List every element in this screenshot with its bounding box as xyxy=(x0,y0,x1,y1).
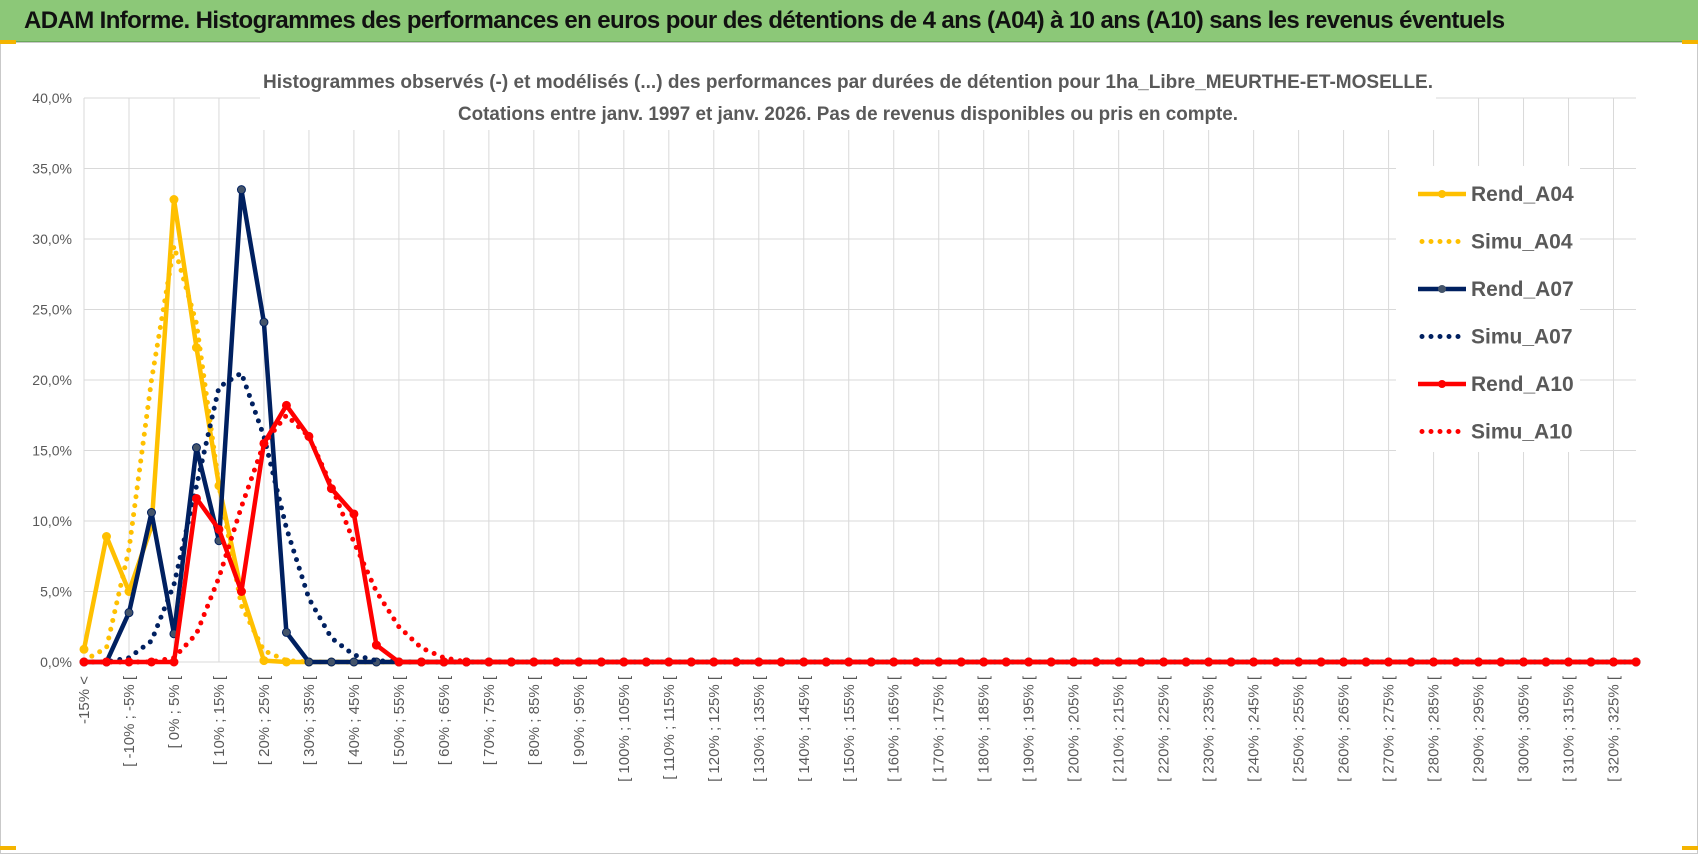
report-banner: ADAM Informe. Histogrammes des performan… xyxy=(0,0,1698,42)
corner-mark-bottom-left xyxy=(0,846,16,850)
data-point xyxy=(1631,657,1641,667)
x-tick-label: [ 220% ; 225% [ xyxy=(1156,675,1173,782)
data-point xyxy=(236,587,246,596)
y-tick-label: 35,0% xyxy=(32,161,72,177)
y-tick-label: 10,0% xyxy=(32,513,72,529)
x-tick-label: [ 120% ; 125% [ xyxy=(706,675,723,782)
legend-label: Rend_A04 xyxy=(1471,183,1574,206)
y-tick-label: 20,0% xyxy=(32,372,72,388)
x-tick-label: [ 10% ; 15% [ xyxy=(211,675,228,765)
data-point xyxy=(349,657,359,667)
x-tick-label: [ 50% ; 55% [ xyxy=(391,675,408,765)
x-tick-label: [ 90% ; 95% [ xyxy=(571,675,588,765)
x-tick-label: [ 270% ; 275% [ xyxy=(1381,675,1398,782)
data-point xyxy=(146,508,156,518)
data-point xyxy=(79,644,89,654)
data-point xyxy=(371,640,381,650)
data-point xyxy=(281,400,291,410)
x-tick-label: [ 70% ; 75% [ xyxy=(481,675,498,765)
x-tick-label: [ 40% ; 45% [ xyxy=(346,675,363,765)
x-tick-label: [ 300% ; 305% [ xyxy=(1516,675,1533,782)
data-point xyxy=(236,185,246,195)
x-tick-label: [ 290% ; 295% [ xyxy=(1471,675,1488,782)
x-tick-label: [ 200% ; 205% [ xyxy=(1066,675,1083,782)
x-tick-label: [ 260% ; 265% [ xyxy=(1336,675,1353,782)
x-tick-label: [ 210% ; 215% [ xyxy=(1111,675,1128,782)
x-tick-label: [ 100% ; 105% [ xyxy=(616,675,633,782)
chart-title-backdrop xyxy=(260,66,1436,130)
x-tick-label: [ 140% ; 145% [ xyxy=(796,675,813,782)
x-tick-label: [ 130% ; 135% [ xyxy=(751,675,768,782)
x-tick-label: [ 250% ; 255% [ xyxy=(1291,675,1308,782)
data-point xyxy=(169,195,179,205)
chart-title-line-1: Histogrammes observés (-) et modélisés (… xyxy=(263,72,1433,93)
x-tick-label: [ 110% ; 115% [ xyxy=(661,675,678,780)
x-tick-label: [ 240% ; 245% [ xyxy=(1246,675,1263,782)
data-point xyxy=(394,657,404,667)
y-tick-label: 0,0% xyxy=(40,654,72,670)
x-tick-label: [ 320% ; 325% [ xyxy=(1606,675,1623,782)
x-tick-label: [ 160% ; 165% [ xyxy=(886,675,903,782)
x-tick-label: [ 310% ; 315% [ xyxy=(1561,675,1578,782)
series-line-simu_a10 xyxy=(81,412,1639,665)
y-tick-label: 30,0% xyxy=(32,231,72,247)
legend-label: Simu_A10 xyxy=(1471,421,1573,444)
data-point xyxy=(304,657,314,667)
x-tick-label: [ 80% ; 85% [ xyxy=(526,675,543,765)
x-tick-label: -15% < xyxy=(76,676,93,724)
legend-label: Rend_A07 xyxy=(1471,278,1574,301)
data-point xyxy=(349,509,359,519)
y-tick-label: 15,0% xyxy=(32,443,72,459)
data-point xyxy=(281,627,291,637)
y-tick-label: 40,0% xyxy=(32,90,72,106)
x-tick-label: [ 180% ; 185% [ xyxy=(976,675,993,782)
y-tick-label: 25,0% xyxy=(32,302,72,318)
x-tick-label: [ 150% ; 155% [ xyxy=(841,675,858,782)
data-point xyxy=(214,524,224,534)
data-point xyxy=(416,657,426,667)
x-tick-label: [ -10% ; -5% [ xyxy=(121,675,138,767)
x-tick-label: [ 230% ; 235% [ xyxy=(1201,675,1218,782)
legend-box xyxy=(1396,166,1580,452)
data-point xyxy=(191,493,201,503)
x-tick-label: [ 20% ; 25% [ xyxy=(256,675,273,765)
data-point xyxy=(259,656,269,666)
data-point xyxy=(326,657,336,667)
x-tick-label: [ 60% ; 65% [ xyxy=(436,675,453,765)
corner-mark-top-right xyxy=(1682,40,1698,44)
x-tick-label: [ 190% ; 195% [ xyxy=(1021,675,1038,782)
y-tick-label: 5,0% xyxy=(40,584,72,600)
data-point xyxy=(259,317,269,327)
legend-marker xyxy=(1438,190,1446,198)
data-point xyxy=(191,443,201,453)
report-title: ADAM Informe. Histogrammes des performan… xyxy=(24,7,1505,34)
x-tick-label: [ 170% ; 175% [ xyxy=(931,675,948,782)
legend-label: Rend_A10 xyxy=(1471,373,1574,396)
x-tick-label: [ 0% ; 5% [ xyxy=(166,675,183,748)
x-tick-label: [ 280% ; 285% [ xyxy=(1426,675,1443,782)
legend-marker xyxy=(1438,285,1446,293)
x-tick-label: [ 30% ; 35% [ xyxy=(301,675,318,765)
data-point xyxy=(124,608,134,618)
legend-label: Simu_A07 xyxy=(1471,326,1573,349)
chart-title-line-2: Cotations entre janv. 1997 et janv. 2026… xyxy=(458,104,1238,125)
legend-label: Simu_A04 xyxy=(1471,231,1573,254)
data-point xyxy=(101,532,111,542)
corner-mark-bottom-right xyxy=(1682,846,1698,850)
legend-marker xyxy=(1438,380,1446,388)
corner-mark-top-left xyxy=(0,40,16,44)
